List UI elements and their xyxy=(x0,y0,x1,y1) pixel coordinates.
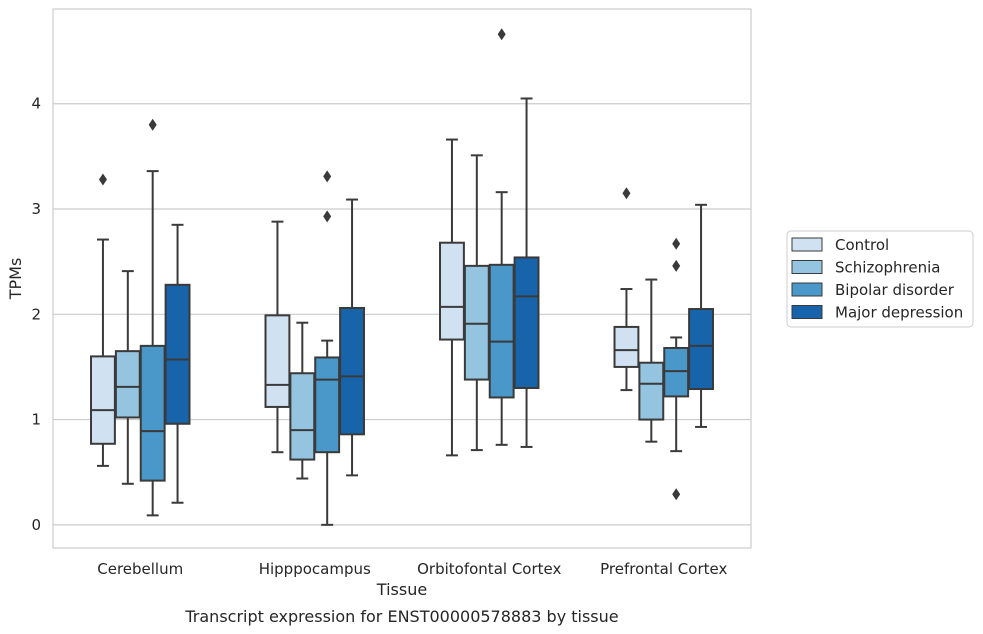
outlier-point xyxy=(672,237,681,250)
box-iqr xyxy=(663,346,690,398)
outlier-point xyxy=(497,28,506,41)
x-tick-label: Cerebellum xyxy=(97,560,183,578)
legend: Control Schizophrenia Bipolar disorder Majo… xyxy=(786,230,974,328)
legend-swatch xyxy=(791,282,823,297)
x-axis-title: Tissue xyxy=(376,580,427,599)
legend-frame xyxy=(786,230,974,328)
box-iqr xyxy=(439,241,465,341)
outlier-point xyxy=(622,187,631,200)
legend-label: Major depression xyxy=(835,304,963,322)
legend-label: Bipolar disorder xyxy=(835,281,955,299)
legend-label: Schizophrenia xyxy=(835,259,940,277)
box-1-2 xyxy=(463,154,490,452)
y-tick-label: 1 xyxy=(31,411,41,429)
outlier-point xyxy=(323,210,332,223)
box-3-0 xyxy=(164,223,191,504)
box-iqr xyxy=(164,283,191,425)
box-iqr xyxy=(513,256,540,389)
box-iqr xyxy=(289,372,316,461)
box-iqr xyxy=(139,344,166,482)
legend-swatch xyxy=(791,260,823,274)
box-0-2 xyxy=(439,138,465,457)
box-2-2 xyxy=(488,28,515,446)
box-iqr xyxy=(638,361,665,421)
y-tick-label: 2 xyxy=(31,305,41,323)
box-1-3 xyxy=(638,278,665,443)
box-iqr xyxy=(314,356,341,454)
box-iqr xyxy=(264,314,291,408)
box-2-1 xyxy=(314,170,341,526)
box-iqr xyxy=(688,308,714,391)
box-3-3 xyxy=(688,203,714,428)
legend-label: Control xyxy=(835,236,889,254)
box-1-0 xyxy=(114,270,141,485)
outlier-point xyxy=(323,170,332,183)
box-iqr xyxy=(339,306,365,436)
y-axis-title: TPMs xyxy=(6,258,25,301)
box-iqr xyxy=(613,325,640,368)
outlier-point xyxy=(148,118,157,131)
x-tick-label: Orbitofontal Cortex xyxy=(417,560,561,578)
box-2-3 xyxy=(663,237,690,501)
box-iqr xyxy=(90,355,116,445)
outlier-point xyxy=(672,488,681,501)
x-tick-labels: Cerebellum Hipppocampus Orbitofontal Corte… xyxy=(97,560,727,578)
box-plots xyxy=(90,28,714,526)
box-iqr xyxy=(114,350,141,419)
x-tick-label: Prefrontal Cortex xyxy=(600,560,727,578)
plot-frame xyxy=(52,8,752,549)
box-iqr xyxy=(488,263,515,399)
box-3-1 xyxy=(339,198,365,477)
figure-caption: Transcript expression for ENST0000057888… xyxy=(184,607,618,626)
y-tick-label: 0 xyxy=(31,516,41,534)
y-tick-label: 4 xyxy=(31,95,41,113)
box-0-1 xyxy=(264,220,291,454)
box-1-1 xyxy=(289,321,316,480)
outlier-point xyxy=(98,173,107,186)
box-2-0 xyxy=(139,118,166,517)
y-tick-label: 3 xyxy=(31,200,41,218)
legend-swatch xyxy=(791,305,823,319)
x-tick-label: Hipppocampus xyxy=(259,560,371,578)
outlier-point xyxy=(672,259,681,272)
y-tick-labels: 0 1 2 3 4 xyxy=(31,95,41,534)
box-3-2 xyxy=(513,97,540,448)
box-iqr xyxy=(463,264,490,381)
box-0-0 xyxy=(90,173,116,467)
legend-swatch xyxy=(791,237,823,252)
box-0-3 xyxy=(613,187,640,392)
